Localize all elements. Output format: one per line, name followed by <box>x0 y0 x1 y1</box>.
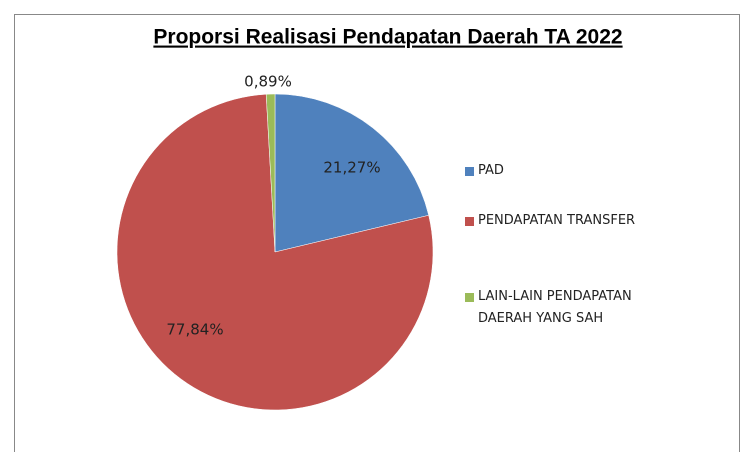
data-label: 0,89% <box>244 73 292 91</box>
legend-swatch <box>465 167 474 176</box>
legend-swatch <box>465 217 474 226</box>
legend-swatch <box>465 293 474 302</box>
pie-slice <box>265 93 276 253</box>
chart-frame <box>14 14 740 452</box>
data-label: 77,84% <box>166 321 223 339</box>
pie-slice <box>116 93 434 411</box>
data-label: 21,27% <box>323 159 380 177</box>
legend-label: PENDAPATAN TRANSFER <box>478 213 636 228</box>
legend-label: PAD <box>478 163 504 178</box>
chart-title: Proporsi Realisasi Pendapatan Daerah TA … <box>153 26 622 49</box>
legend-label: LAIN-LAIN PENDAPATAN DAERAH YANG SAH <box>478 289 632 326</box>
pie-slice <box>274 93 429 253</box>
